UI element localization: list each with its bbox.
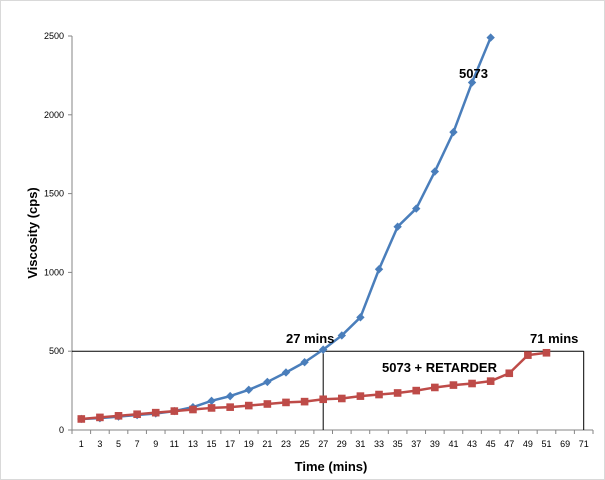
- series-5073-point: [263, 377, 272, 387]
- x-tick-label: 35: [393, 439, 403, 449]
- series-5073-point: [486, 33, 495, 42]
- x-tick-label: 25: [300, 439, 310, 449]
- y-tick-label: 2500: [44, 31, 64, 41]
- reference-lines: [72, 350, 585, 430]
- x-tick-label: 3: [97, 439, 102, 449]
- x-tick-label: 45: [486, 439, 496, 449]
- labels-group: Time (mins) Viscosity (cps) 5073 5073 + …: [25, 66, 578, 474]
- x-tick-label: 29: [337, 439, 347, 449]
- series-retarder-point: [375, 390, 383, 399]
- x-tick-label: 69: [560, 439, 570, 449]
- series-5073-point: [430, 167, 440, 176]
- y-tick-label: 0: [59, 425, 64, 435]
- x-tick-label: 49: [523, 439, 533, 449]
- series-5073-point: [467, 78, 477, 87]
- x-tick-label: 17: [225, 439, 235, 449]
- series-retarder-point: [412, 386, 421, 395]
- annotation-71-mins: 71 mins: [530, 331, 578, 346]
- series-retarder-point: [393, 389, 402, 397]
- x-tick-label: 11: [170, 439, 179, 449]
- series-retarder-point: [207, 404, 216, 412]
- x-tick-label: 23: [281, 439, 291, 449]
- series-retarder-point: [96, 413, 104, 422]
- series-retarder-point: [263, 400, 272, 408]
- series-retarder-point: [356, 392, 365, 400]
- x-tick-label: 15: [207, 439, 217, 449]
- x-tick-label: 37: [411, 439, 421, 449]
- series-retarder-point: [170, 407, 179, 415]
- series-5073-label: 5073: [459, 66, 488, 81]
- series-retarder-point: [226, 403, 234, 411]
- series-5073-point: [281, 368, 291, 377]
- x-tick-label: 51: [541, 439, 551, 449]
- x-tick-label: 1: [79, 439, 84, 449]
- x-tick-label: 7: [135, 439, 140, 449]
- series-retarder-point: [338, 394, 346, 403]
- y-tick-label: 1000: [44, 267, 64, 277]
- series-retarder-label: 5073 + RETARDER: [382, 360, 498, 375]
- series-5073-point: [449, 127, 458, 137]
- series-5073-point: [244, 385, 253, 395]
- series-retarder-point: [542, 348, 551, 357]
- x-tick-label: 43: [467, 439, 477, 449]
- series-retarder-point: [468, 379, 476, 388]
- x-tick-label: 13: [188, 439, 198, 449]
- series-retarder-point: [133, 410, 141, 419]
- series-5073-point: [412, 204, 421, 213]
- series-5073-point: [300, 358, 309, 367]
- x-tick-label: 27: [318, 439, 328, 449]
- series-retarder-point: [114, 412, 123, 420]
- x-tick-label: 5: [116, 439, 121, 449]
- series-retarder-point: [431, 383, 439, 392]
- x-axis-title: Time (mins): [295, 459, 368, 474]
- series-retarder-point: [319, 395, 327, 404]
- x-tick-label: 41: [448, 439, 458, 449]
- x-tick-label: 71: [579, 439, 589, 449]
- series-retarder-point: [244, 401, 253, 410]
- x-tick-label: 21: [262, 439, 272, 449]
- series-retarder-point: [189, 405, 197, 414]
- series-retarder-point: [282, 398, 290, 407]
- series-retarder-point: [486, 377, 495, 385]
- series-5073-point: [356, 313, 365, 322]
- series-retarder-point: [449, 381, 458, 389]
- x-tick-label: 19: [244, 439, 254, 449]
- y-axis-title: Viscosity (cps): [25, 187, 40, 279]
- series-5073-point: [318, 345, 328, 354]
- x-tick-label: 33: [374, 439, 384, 449]
- series-5073-point: [393, 222, 402, 231]
- y-tick-label: 500: [49, 346, 64, 356]
- x-tick-label: 47: [504, 439, 514, 449]
- x-tick-label: 9: [153, 439, 158, 449]
- series-5073-point: [337, 331, 347, 340]
- series-group: [77, 33, 551, 424]
- series-5073-point: [225, 391, 235, 401]
- series-retarder-point: [505, 369, 514, 378]
- annotation-27-mins: 27 mins: [286, 331, 334, 346]
- y-tick-label: 1500: [44, 189, 64, 199]
- series-retarder-point: [151, 408, 160, 417]
- series-retarder-point: [77, 415, 86, 423]
- x-tick-label: 31: [355, 439, 365, 449]
- x-tick-label: 39: [430, 439, 440, 449]
- series-retarder-point: [524, 351, 532, 359]
- series-retarder-point: [300, 397, 309, 406]
- series-5073-point: [374, 265, 384, 274]
- series-5073-point: [207, 396, 216, 406]
- y-tick-label: 2000: [44, 110, 64, 120]
